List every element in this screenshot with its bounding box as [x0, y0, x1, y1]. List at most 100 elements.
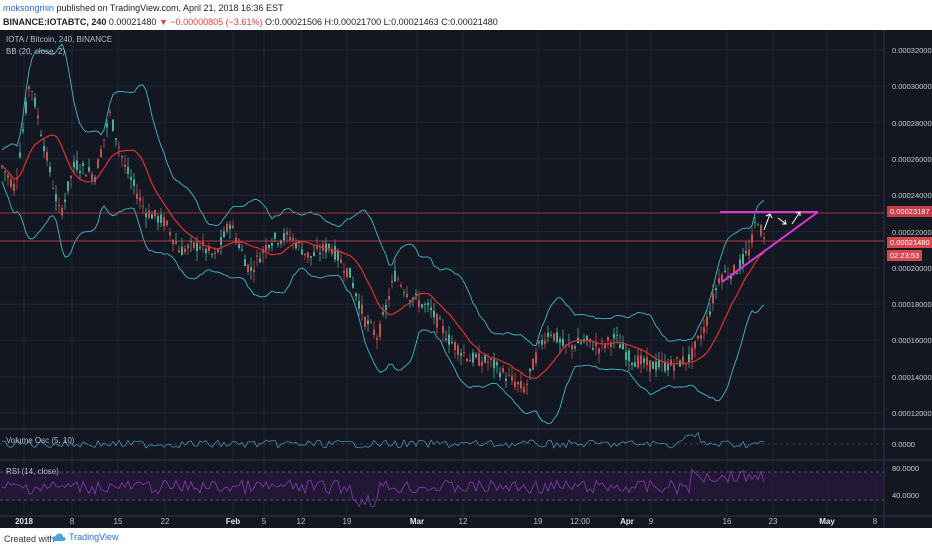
candle-body	[712, 293, 714, 304]
candle-body	[724, 270, 726, 273]
candle-body	[172, 239, 174, 244]
chart-canvas[interactable]	[0, 30, 932, 528]
last-price-tag: 0.00021480	[887, 237, 932, 248]
candle-body	[346, 268, 348, 278]
time-axis-label: 23	[768, 517, 778, 526]
candle-body	[412, 297, 414, 301]
candle-body	[718, 278, 720, 284]
candle-body	[268, 245, 270, 249]
candle-body	[532, 358, 534, 371]
price-axis-label: 0.00026000	[892, 154, 932, 164]
candle-body	[256, 255, 258, 257]
candle-body	[397, 279, 399, 281]
candle-body	[364, 317, 366, 327]
created-with-text: Created with	[4, 534, 55, 544]
candle-body	[436, 313, 438, 328]
candle-body	[301, 249, 303, 255]
candle-body	[310, 256, 312, 258]
candle-body	[229, 224, 231, 229]
candle-body	[79, 171, 81, 174]
candle-body	[736, 272, 738, 274]
candle-body	[517, 381, 519, 385]
candle-body	[124, 164, 126, 167]
candle-body	[22, 129, 24, 132]
candle-body	[343, 271, 345, 273]
candle-body	[130, 177, 132, 180]
candle-body	[637, 355, 639, 368]
candle-body	[571, 345, 573, 350]
candle-body	[427, 303, 429, 306]
candle-body	[598, 348, 600, 354]
candle-body	[625, 351, 627, 360]
chart-area[interactable]: IOTA / Bitcoin, 240, BINANCE BB (20, clo…	[0, 30, 932, 528]
price-axis-label: 0.00022000	[892, 227, 932, 237]
candle-body	[106, 123, 108, 128]
candle-body	[469, 359, 471, 362]
candle-body	[247, 264, 249, 273]
candle-body	[139, 197, 141, 201]
candle-body	[511, 375, 513, 381]
candle-body	[10, 179, 12, 188]
rsi-legend: RSI (14, close)	[6, 467, 59, 476]
candle-body	[361, 304, 363, 314]
candle-body	[748, 249, 750, 256]
candle-body	[721, 274, 723, 282]
candle-body	[466, 358, 468, 361]
tradingview-brand-label: TradingView	[69, 532, 119, 542]
candle-body	[211, 254, 213, 255]
candle-body	[277, 243, 279, 245]
candle-body	[454, 342, 456, 351]
candle-body	[499, 372, 501, 378]
candle-body	[505, 378, 507, 381]
candle-body	[232, 225, 234, 229]
time-axis-label: 8	[872, 517, 878, 526]
price-axis-label: 0.00024000	[892, 191, 932, 201]
candle-body	[205, 248, 207, 254]
candle-body	[514, 381, 516, 388]
candle-body	[70, 176, 72, 179]
time-axis-label: Feb	[225, 517, 241, 526]
triangle-rising-line	[721, 211, 819, 283]
candle-body	[658, 360, 660, 368]
candle-body	[25, 101, 27, 114]
candle-body	[13, 183, 15, 191]
candle-body	[208, 246, 210, 251]
candle-body	[478, 353, 480, 366]
candle-body	[163, 217, 165, 227]
candle-body	[628, 350, 630, 362]
time-axis-label: Apr	[620, 517, 634, 526]
candle-body	[169, 232, 171, 236]
candle-body	[529, 368, 531, 372]
candle-body	[607, 337, 609, 341]
candle-body	[703, 327, 705, 333]
candle-body	[214, 252, 216, 254]
author-link[interactable]: moksongmin	[3, 3, 55, 13]
candle-body	[733, 264, 735, 275]
low-value: L:0.00021463	[383, 17, 439, 27]
candle-body	[325, 243, 327, 253]
tradingview-cloud-icon	[52, 533, 66, 541]
candle-body	[556, 332, 558, 342]
candle-body	[190, 241, 192, 243]
candle-body	[742, 254, 744, 265]
candle-body	[496, 361, 498, 366]
candle-body	[451, 342, 453, 344]
candle-body	[286, 231, 288, 235]
candle-body	[265, 244, 267, 252]
candle-body	[730, 274, 732, 279]
candle-body	[244, 259, 246, 267]
candle-body	[73, 161, 75, 168]
bb-upper-band	[1, 43, 765, 347]
candle-body	[700, 335, 702, 339]
bb-basis	[1, 134, 765, 379]
candle-body	[307, 252, 309, 258]
candle-body	[604, 344, 606, 349]
candle-body	[421, 304, 423, 308]
candle-body	[424, 303, 426, 305]
candle-body	[112, 119, 114, 131]
candle-body	[217, 248, 219, 253]
candle-body	[586, 335, 588, 340]
tradingview-brand[interactable]: TradingView	[52, 532, 119, 542]
published-text: published on TradingView.com, April 21, …	[56, 3, 284, 13]
